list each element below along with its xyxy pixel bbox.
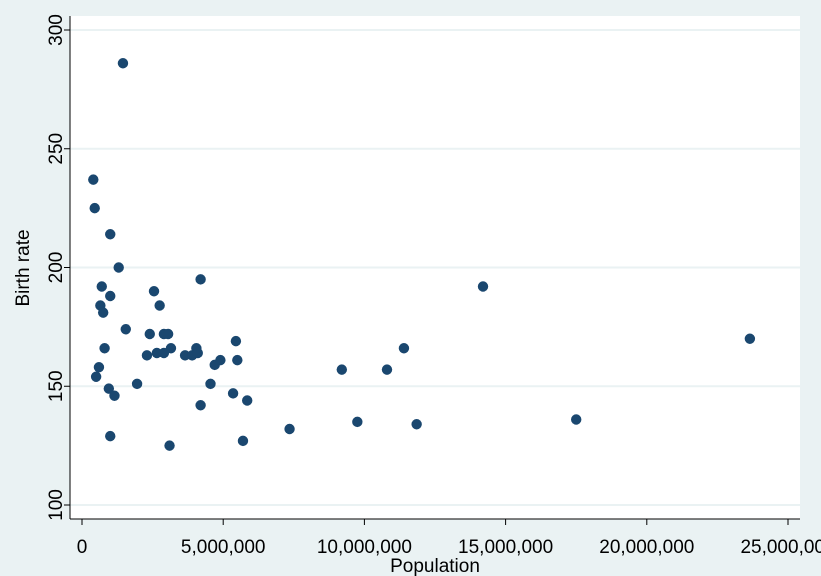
data-point: [105, 229, 116, 240]
x-tick-label-4: 20,000,000: [599, 537, 694, 558]
data-point: [120, 324, 131, 335]
y-tick-label-1: 150: [46, 370, 67, 402]
data-point: [227, 388, 239, 399]
data-point: [96, 281, 107, 292]
data-points: [88, 58, 756, 451]
data-point: [411, 419, 422, 430]
x-tick-label-0: 0: [77, 537, 88, 558]
data-point: [232, 354, 243, 366]
data-point: [90, 371, 102, 382]
x-tick-label-3: 15,000,000: [458, 537, 553, 558]
data-point: [109, 390, 120, 401]
data-point: [242, 395, 253, 406]
data-point: [284, 423, 295, 435]
data-point: [215, 354, 226, 366]
data-point: [237, 435, 249, 447]
y-tick-label-4: 300: [46, 14, 67, 46]
data-point: [477, 281, 489, 292]
axes: 100 150 200 250 300 0 5,000,000 10,000,000 15,00…: [46, 14, 821, 558]
data-point: [131, 378, 143, 390]
data-point: [141, 350, 153, 361]
data-point: [105, 290, 116, 302]
data-point: [99, 343, 110, 354]
x-tick-label-2: 10,000,000: [317, 537, 412, 558]
data-point: [154, 300, 165, 311]
data-point: [164, 440, 175, 451]
data-point: [148, 286, 160, 297]
data-point: [571, 414, 582, 425]
data-point: [192, 347, 203, 359]
data-point: [165, 343, 177, 354]
y-tick-label-3: 250: [46, 133, 67, 165]
data-point: [162, 328, 174, 340]
data-point: [113, 262, 124, 273]
x-tick-label-1: 5,000,000: [181, 537, 266, 558]
x-tick-label-5: 25,000,000: [740, 537, 821, 558]
y-axis-title: Birth rate: [13, 229, 34, 306]
data-point: [105, 430, 116, 442]
data-point: [336, 364, 348, 375]
data-point: [744, 333, 756, 344]
data-point: [144, 328, 155, 340]
data-point: [195, 400, 206, 411]
data-point: [205, 378, 216, 390]
grid-lines: [70, 29, 800, 506]
data-point: [352, 416, 363, 428]
data-point: [381, 364, 393, 375]
data-point: [103, 383, 115, 394]
x-axis-title: Population: [390, 556, 480, 576]
data-point: [88, 174, 99, 185]
y-tick-label-0: 100: [46, 489, 67, 521]
y-tick-label-2: 200: [46, 252, 67, 284]
data-point: [97, 307, 109, 318]
data-point: [230, 335, 242, 347]
data-point: [89, 202, 100, 214]
data-point: [398, 343, 410, 354]
data-point: [117, 58, 129, 69]
data-point: [195, 274, 206, 285]
data-point: [93, 362, 105, 373]
